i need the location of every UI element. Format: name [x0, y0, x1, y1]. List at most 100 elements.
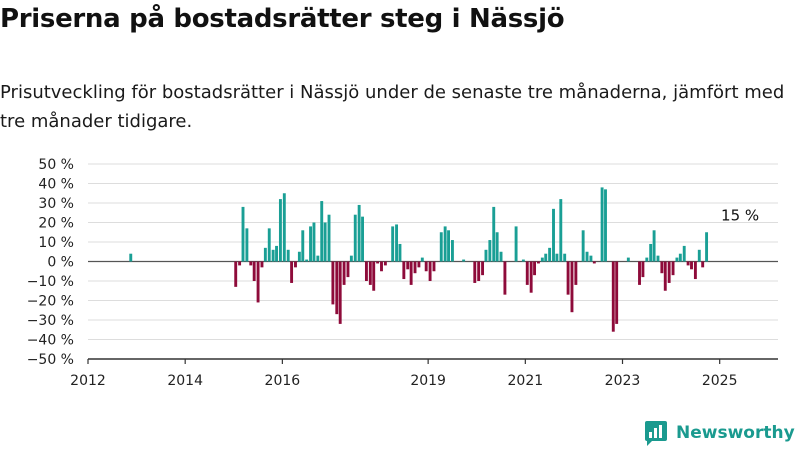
- bar: [678, 253, 682, 262]
- bar: [241, 206, 245, 262]
- bar: [533, 261, 537, 276]
- bar: [521, 259, 525, 262]
- bar: [294, 261, 297, 268]
- bar: [671, 261, 675, 276]
- bar: [335, 261, 339, 315]
- bar: [383, 261, 387, 266]
- bar: [693, 261, 697, 280]
- x-tick-label: 2012: [70, 373, 106, 389]
- bar: [129, 253, 133, 262]
- newsworthy-icon: [645, 421, 667, 446]
- bar: [581, 230, 585, 262]
- bar: [585, 251, 589, 262]
- bar: [361, 216, 364, 262]
- bar: [447, 230, 450, 262]
- bar: [552, 208, 555, 262]
- bar: [342, 261, 346, 285]
- bar: [481, 261, 485, 276]
- bar: [488, 240, 492, 262]
- bar: [697, 249, 701, 262]
- bar: [675, 257, 679, 262]
- bar: [420, 257, 424, 262]
- y-tick-label: −20 %: [27, 294, 74, 310]
- bar: [570, 261, 574, 313]
- bar: [667, 261, 671, 283]
- bar: [346, 261, 350, 278]
- bar: [660, 261, 664, 274]
- chart-subtitle: Prisutveckling för bostadsrätter i Nässj…: [0, 82, 785, 132]
- bar: [391, 226, 395, 262]
- bar: [406, 261, 410, 270]
- bar: [398, 243, 402, 262]
- bar: [252, 261, 256, 281]
- bar: [282, 193, 286, 262]
- bar: [690, 261, 693, 270]
- bar: [503, 261, 507, 295]
- x-tick-label: 2019: [410, 373, 446, 389]
- bar: [428, 261, 432, 281]
- bar: [267, 228, 271, 262]
- bar: [357, 204, 361, 262]
- bar: [462, 259, 466, 262]
- bar: [495, 232, 499, 262]
- bar: [263, 247, 267, 262]
- bar: [409, 261, 413, 285]
- bar: [536, 261, 540, 264]
- bar: [349, 255, 353, 262]
- bar: [638, 261, 641, 285]
- bar: [245, 228, 249, 262]
- bar: [626, 257, 630, 262]
- bar: [645, 257, 649, 262]
- bar: [473, 261, 477, 283]
- bar: [353, 214, 357, 262]
- bar: [249, 261, 253, 266]
- bar: [260, 261, 264, 268]
- bar: [316, 255, 320, 262]
- bar: [271, 249, 275, 262]
- bar: [656, 255, 660, 262]
- bar: [563, 253, 567, 262]
- bar: [286, 249, 290, 262]
- bar: [301, 230, 305, 262]
- y-tick-label: −40 %: [27, 333, 74, 349]
- bar: [331, 261, 335, 305]
- bar: [395, 224, 399, 262]
- y-tick-label: 0 %: [47, 255, 74, 271]
- bar: [327, 214, 331, 262]
- bars: [129, 187, 709, 332]
- latest-value-label: 15 %: [721, 206, 759, 224]
- bar: [417, 261, 421, 268]
- bar: [574, 261, 578, 285]
- bar: [611, 261, 615, 332]
- bar: [592, 261, 596, 264]
- bar: [559, 199, 563, 262]
- y-tick-label: 40 %: [38, 177, 74, 193]
- bar: [529, 261, 533, 293]
- x-tick-label: 2025: [702, 373, 738, 389]
- bar: [424, 261, 428, 272]
- bar: [555, 253, 559, 262]
- x-tick-label: 2016: [265, 373, 301, 389]
- bar: [514, 226, 518, 262]
- chart-title: Priserna på bostadsrätter steg i Nässjö: [0, 4, 565, 34]
- bar: [323, 222, 327, 262]
- y-tick-label: 50 %: [38, 157, 74, 173]
- bar: [312, 222, 316, 262]
- bar: [256, 261, 260, 303]
- bar: [682, 245, 686, 262]
- bar: [432, 261, 436, 272]
- bar: [589, 255, 593, 262]
- bar: [402, 261, 406, 280]
- bar: [364, 261, 368, 281]
- bar: [705, 232, 709, 262]
- brand-logo: Newsworthy: [644, 420, 795, 446]
- bar: [275, 245, 278, 262]
- y-tick-label: 10 %: [38, 235, 74, 251]
- bar: [278, 199, 282, 262]
- bar: [443, 226, 447, 262]
- y-axis-tick-labels: 50 % 40 % 30 % 20 % 10 % 0 % −10 % −20 % −30 % −4…: [27, 157, 74, 368]
- bar: [544, 253, 548, 262]
- bar: [309, 226, 312, 262]
- bar: [439, 232, 443, 262]
- x-tick-label: 2014: [167, 373, 203, 389]
